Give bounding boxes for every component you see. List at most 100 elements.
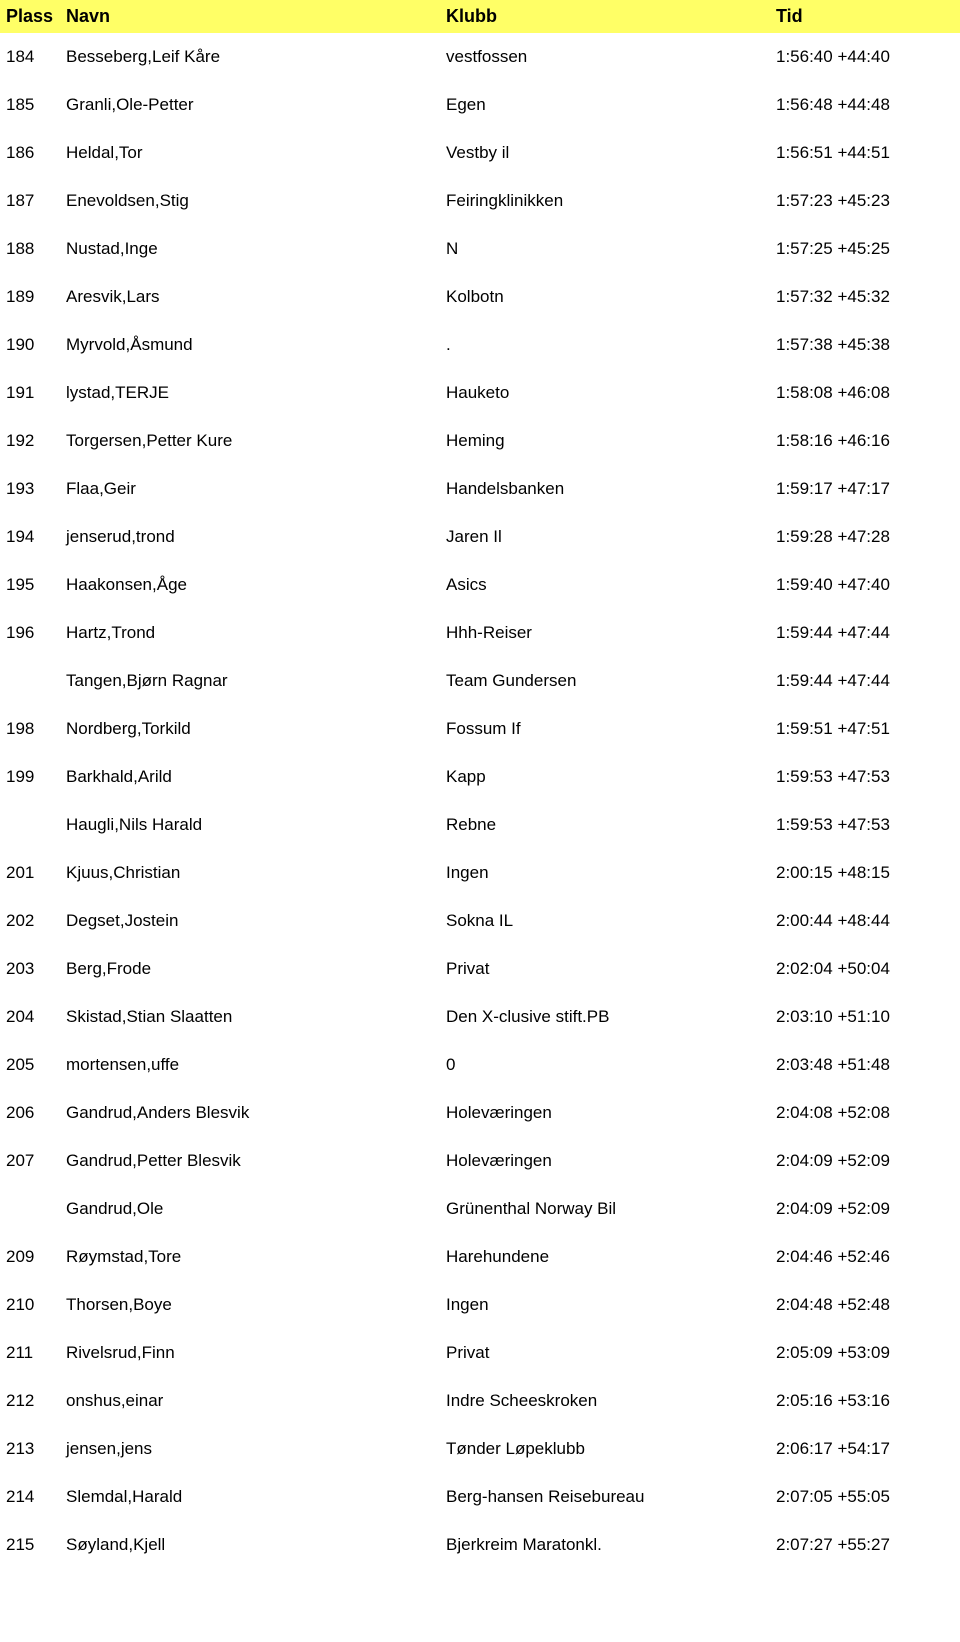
cell-navn: Haakonsen,Åge [60, 561, 440, 609]
cell-plass: 185 [0, 81, 60, 129]
cell-tid: 1:58:08 +46:08 [770, 369, 960, 417]
cell-plass: 195 [0, 561, 60, 609]
cell-plass: 202 [0, 897, 60, 945]
results-table: Plass Navn Klubb Tid 184Besseberg,Leif K… [0, 0, 960, 1569]
cell-klubb: Tønder Løpeklubb [440, 1425, 770, 1473]
table-row: 188Nustad,IngeN1:57:25 +45:25 [0, 225, 960, 273]
cell-plass: 186 [0, 129, 60, 177]
cell-plass: 187 [0, 177, 60, 225]
cell-navn: Flaa,Geir [60, 465, 440, 513]
cell-tid: 1:57:25 +45:25 [770, 225, 960, 273]
cell-klubb: Den X-clusive stift.PB [440, 993, 770, 1041]
cell-klubb: Handelsbanken [440, 465, 770, 513]
cell-plass: 201 [0, 849, 60, 897]
cell-navn: Torgersen,Petter Kure [60, 417, 440, 465]
cell-tid: 2:03:48 +51:48 [770, 1041, 960, 1089]
cell-klubb: Jaren Il [440, 513, 770, 561]
cell-klubb: Fossum If [440, 705, 770, 753]
cell-navn: Rivelsrud,Finn [60, 1329, 440, 1377]
cell-navn: Gandrud,Anders Blesvik [60, 1089, 440, 1137]
cell-navn: Thorsen,Boye [60, 1281, 440, 1329]
cell-plass: 210 [0, 1281, 60, 1329]
cell-klubb: N [440, 225, 770, 273]
cell-tid: 2:07:27 +55:27 [770, 1521, 960, 1569]
table-row: 207Gandrud,Petter BlesvikHoleværingen2:0… [0, 1137, 960, 1185]
table-row: 211Rivelsrud,FinnPrivat2:05:09 +53:09 [0, 1329, 960, 1377]
cell-tid: 2:04:08 +52:08 [770, 1089, 960, 1137]
cell-tid: 1:59:44 +47:44 [770, 609, 960, 657]
cell-tid: 2:04:09 +52:09 [770, 1137, 960, 1185]
table-row: 195Haakonsen,ÅgeAsics1:59:40 +47:40 [0, 561, 960, 609]
cell-navn: Røymstad,Tore [60, 1233, 440, 1281]
cell-navn: Gandrud,Ole [60, 1185, 440, 1233]
cell-tid: 1:59:28 +47:28 [770, 513, 960, 561]
cell-navn: Haugli,Nils Harald [60, 801, 440, 849]
table-row: 190Myrvold,Åsmund.1:57:38 +45:38 [0, 321, 960, 369]
cell-plass: 196 [0, 609, 60, 657]
cell-plass: 184 [0, 33, 60, 81]
cell-tid: 2:04:48 +52:48 [770, 1281, 960, 1329]
col-header-navn: Navn [60, 0, 440, 33]
cell-klubb: Privat [440, 945, 770, 993]
table-body: 184Besseberg,Leif Kårevestfossen1:56:40 … [0, 33, 960, 1569]
table-row: 212onshus,einarIndre Scheeskroken2:05:16… [0, 1377, 960, 1425]
table-row: 187Enevoldsen,StigFeiringklinikken1:57:2… [0, 177, 960, 225]
table-row: 184Besseberg,Leif Kårevestfossen1:56:40 … [0, 33, 960, 81]
cell-tid: 1:57:38 +45:38 [770, 321, 960, 369]
cell-klubb: Sokna IL [440, 897, 770, 945]
table-row: 204Skistad,Stian SlaattenDen X-clusive s… [0, 993, 960, 1041]
cell-plass: 194 [0, 513, 60, 561]
cell-plass: 189 [0, 273, 60, 321]
cell-tid: 1:57:32 +45:32 [770, 273, 960, 321]
cell-plass: 209 [0, 1233, 60, 1281]
table-row: 214Slemdal,HaraldBerg-hansen Reisebureau… [0, 1473, 960, 1521]
cell-plass: 191 [0, 369, 60, 417]
table-row: 206Gandrud,Anders BlesvikHoleværingen2:0… [0, 1089, 960, 1137]
cell-klubb: Indre Scheeskroken [440, 1377, 770, 1425]
cell-navn: Hartz,Trond [60, 609, 440, 657]
cell-plass: 193 [0, 465, 60, 513]
cell-klubb: vestfossen [440, 33, 770, 81]
cell-navn: Granli,Ole-Petter [60, 81, 440, 129]
cell-navn: jensen,jens [60, 1425, 440, 1473]
cell-klubb: Heming [440, 417, 770, 465]
cell-tid: 2:00:15 +48:15 [770, 849, 960, 897]
cell-tid: 2:05:16 +53:16 [770, 1377, 960, 1425]
cell-klubb: 0 [440, 1041, 770, 1089]
cell-navn: Tangen,Bjørn Ragnar [60, 657, 440, 705]
cell-tid: 1:59:51 +47:51 [770, 705, 960, 753]
cell-plass: 204 [0, 993, 60, 1041]
cell-tid: 2:07:05 +55:05 [770, 1473, 960, 1521]
cell-klubb: Ingen [440, 849, 770, 897]
cell-klubb: Feiringklinikken [440, 177, 770, 225]
cell-plass: 205 [0, 1041, 60, 1089]
table-row: 198Nordberg,TorkildFossum If1:59:51 +47:… [0, 705, 960, 753]
cell-klubb: Vestby il [440, 129, 770, 177]
cell-navn: Nordberg,Torkild [60, 705, 440, 753]
cell-plass: 215 [0, 1521, 60, 1569]
table-row: 209Røymstad,ToreHarehundene2:04:46 +52:4… [0, 1233, 960, 1281]
table-row: 203Berg,FrodePrivat2:02:04 +50:04 [0, 945, 960, 993]
cell-plass: 206 [0, 1089, 60, 1137]
cell-plass [0, 1185, 60, 1233]
cell-tid: 1:59:53 +47:53 [770, 801, 960, 849]
table-row: 201Kjuus,ChristianIngen2:00:15 +48:15 [0, 849, 960, 897]
cell-klubb: Rebne [440, 801, 770, 849]
table-row: 199Barkhald,ArildKapp1:59:53 +47:53 [0, 753, 960, 801]
cell-plass: 198 [0, 705, 60, 753]
cell-tid: 1:56:48 +44:48 [770, 81, 960, 129]
cell-navn: Søyland,Kjell [60, 1521, 440, 1569]
cell-tid: 1:58:16 +46:16 [770, 417, 960, 465]
table-row: 193Flaa,GeirHandelsbanken1:59:17 +47:17 [0, 465, 960, 513]
cell-navn: Besseberg,Leif Kåre [60, 33, 440, 81]
cell-klubb: Hauketo [440, 369, 770, 417]
col-header-klubb: Klubb [440, 0, 770, 33]
cell-tid: 1:59:53 +47:53 [770, 753, 960, 801]
table-header-row: Plass Navn Klubb Tid [0, 0, 960, 33]
cell-klubb: Kolbotn [440, 273, 770, 321]
cell-navn: Skistad,Stian Slaatten [60, 993, 440, 1041]
cell-tid: 2:00:44 +48:44 [770, 897, 960, 945]
cell-navn: lystad,TERJE [60, 369, 440, 417]
table-row: 185Granli,Ole-PetterEgen1:56:48 +44:48 [0, 81, 960, 129]
cell-tid: 2:06:17 +54:17 [770, 1425, 960, 1473]
